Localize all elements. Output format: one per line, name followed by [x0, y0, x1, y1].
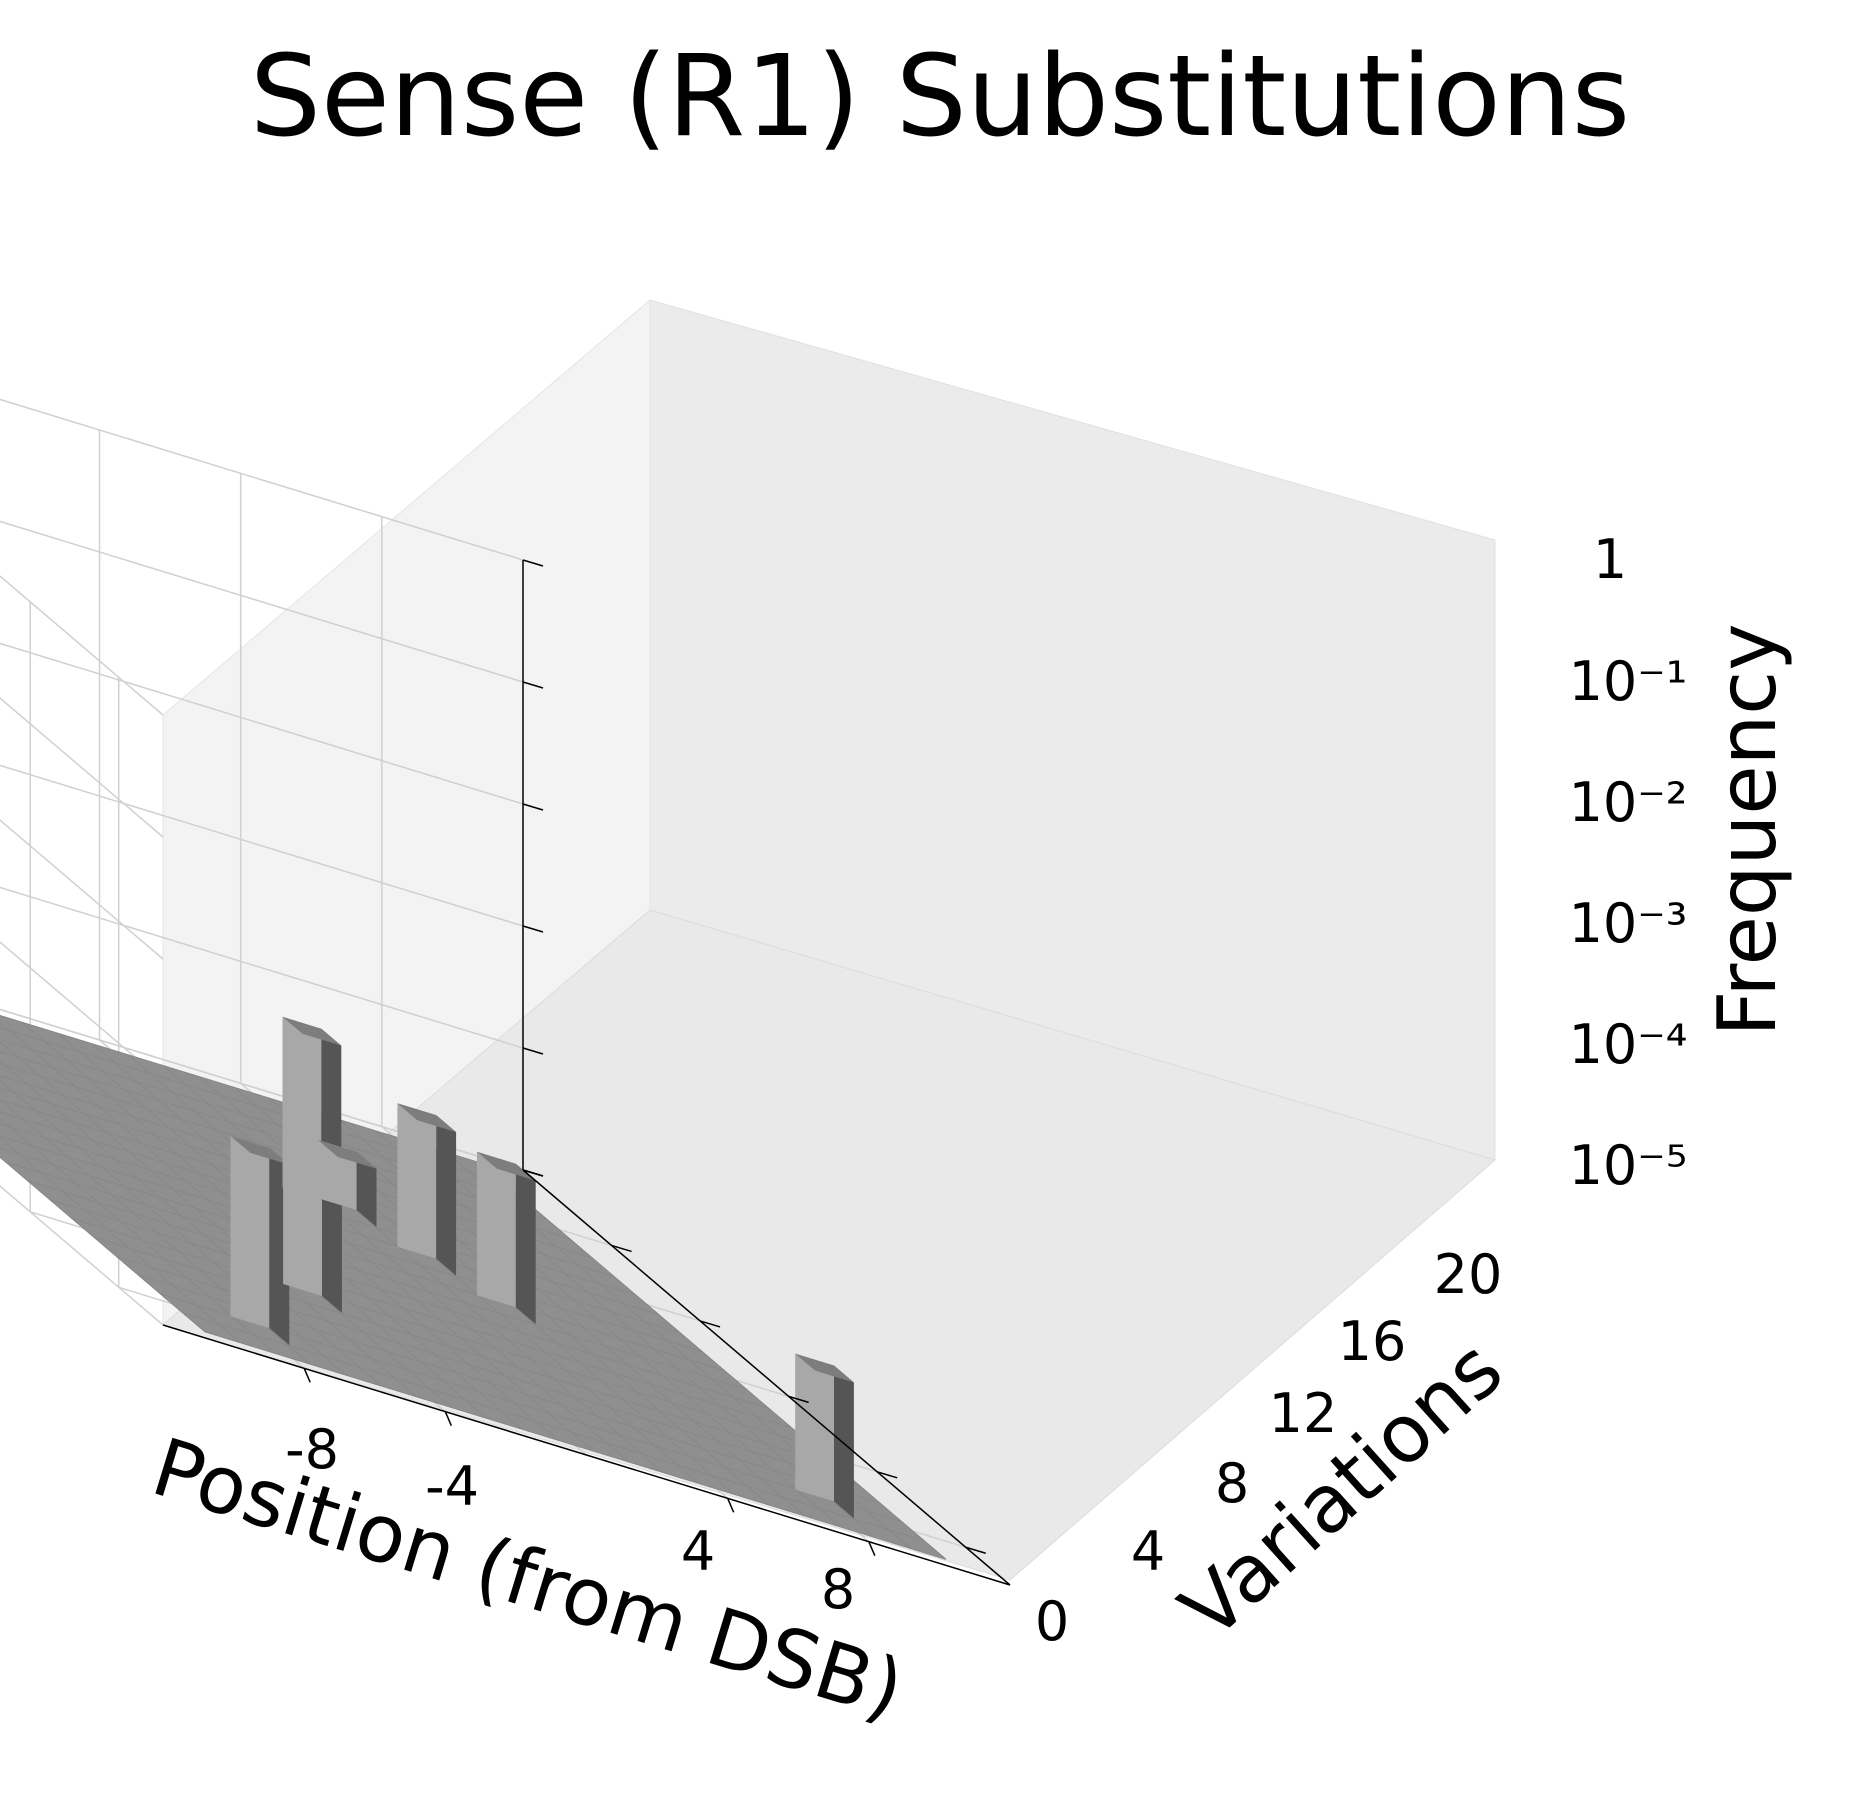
x-tick-mark [303, 1368, 311, 1383]
floor-cell-line [0, 1137, 241, 1343]
bar-front-face [795, 1353, 834, 1502]
y-tick: 4 [1131, 1520, 1165, 1583]
y-tick: 20 [1434, 1243, 1503, 1306]
z-tick-mark [522, 925, 544, 933]
floor-cell-line [480, 1162, 947, 1560]
bar [476, 1151, 536, 1325]
y-grid-line [0, 1008, 524, 1171]
z-tick: 10⁻² [1569, 771, 1688, 834]
z-tick-mark [522, 803, 544, 811]
y-tick-mark [788, 1395, 809, 1404]
floor-cell-line [71, 1218, 814, 1447]
floor-cell-line [127, 1054, 594, 1452]
floor-cell-line [27, 1180, 770, 1409]
z-tick: 10⁻⁵ [1569, 1134, 1688, 1197]
bar-side-face [356, 1151, 377, 1227]
floor-cell-line [304, 1108, 770, 1506]
z-tick: 1 [1593, 528, 1627, 591]
floor-cell-line [0, 1156, 206, 1333]
x-axis-ticks: -8 -4 4 8 [285, 1418, 855, 1621]
floor-cell-line [0, 1022, 453, 1408]
z-tick: 10⁻⁴ [1569, 1013, 1688, 1076]
bar-front-face [282, 1016, 322, 1200]
floor-cell-line [0, 1027, 504, 1183]
floor-cell-line [0, 1118, 276, 1354]
z-tick-mark [522, 1047, 544, 1055]
floor-cell-line [182, 1312, 924, 1541]
bar-front-face [476, 1151, 516, 1308]
bar [795, 1353, 854, 1519]
bar-top-face [476, 1151, 536, 1181]
bar-top-face [230, 1136, 290, 1165]
floor-cell-line [163, 1065, 629, 1463]
bar-top-face [317, 1139, 377, 1169]
bar-side-face [515, 1163, 536, 1325]
y-tick: 8 [1215, 1452, 1249, 1515]
y-axis-ticks: 0 4 8 12 16 20 [1035, 1243, 1503, 1653]
x-tick: -8 [285, 1418, 339, 1481]
z-tick: 10⁻³ [1569, 892, 1688, 955]
bar-top-face [795, 1353, 854, 1383]
z-tick-mark [522, 681, 544, 689]
y-tick-mark [699, 1320, 721, 1328]
y-axis-line [522, 1169, 1011, 1586]
x-tick: 4 [681, 1520, 715, 1583]
bar-front-face [230, 1136, 270, 1329]
y-tick-mark [611, 1244, 632, 1253]
floor-cell-line [0, 1015, 482, 1164]
floor-cell-line [0, 1041, 417, 1398]
z-tick-mark [522, 559, 544, 567]
bar [230, 1136, 290, 1346]
x-tick: -4 [425, 1455, 479, 1518]
bar-side-face [834, 1365, 854, 1519]
y-tick-mark [876, 1471, 898, 1479]
bar-top-face [397, 1103, 457, 1133]
x-tick-mark [726, 1498, 735, 1513]
floor-cell-line [94, 1237, 836, 1466]
bar [397, 1103, 457, 1276]
z-tick-mark [522, 1169, 544, 1177]
bar [317, 1139, 377, 1227]
floor-cell-line [198, 1076, 664, 1473]
y-tick: 16 [1338, 1310, 1407, 1373]
z-axis-ticks: 1 10⁻¹ 10⁻² 10⁻³ 10⁻⁴ 10⁻⁵ [1569, 528, 1688, 1197]
x-tick: 8 [821, 1558, 855, 1621]
y-tick: 12 [1269, 1382, 1338, 1445]
bar-top-face [282, 1016, 342, 1046]
floor-cell-line [0, 1147, 725, 1372]
x-tick-mark [444, 1411, 453, 1426]
floor-cell-line [5, 1161, 747, 1390]
x-tick-mark [868, 1541, 876, 1556]
axis-lines [162, 559, 1011, 1586]
y-tick: 0 [1035, 1590, 1069, 1653]
floor-cell-line [204, 1331, 947, 1560]
bar-side-face [436, 1115, 457, 1276]
floor-cell-line [0, 1075, 592, 1258]
chart-title: Sense (R1) Substitutions [250, 32, 1630, 162]
floor-cell-line [0, 1060, 382, 1387]
z-tick: 10⁻¹ [1569, 650, 1688, 713]
z-axis-label: Frequency [1701, 623, 1794, 1036]
bars [230, 1016, 854, 1519]
floor-cell-line [49, 1199, 792, 1428]
y-tick-mark [965, 1546, 986, 1554]
bar-front-face [397, 1103, 437, 1259]
